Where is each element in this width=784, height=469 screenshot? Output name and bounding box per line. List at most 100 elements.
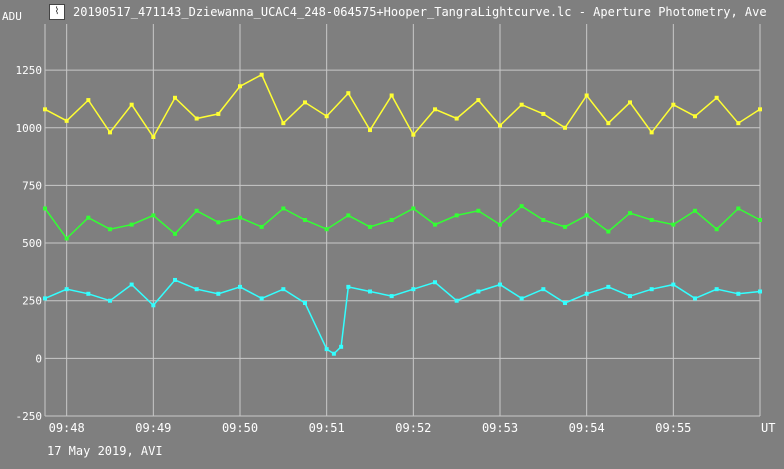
grid-lines	[44, 24, 761, 417]
data-point	[43, 206, 47, 211]
data-point	[108, 227, 112, 232]
data-point	[303, 301, 307, 306]
data-point	[151, 303, 156, 308]
data-point	[129, 282, 134, 287]
data-point	[346, 284, 351, 289]
data-point	[758, 289, 762, 294]
data-point	[389, 218, 394, 222]
data-point	[86, 98, 91, 103]
data-point	[714, 287, 719, 292]
data-point	[606, 284, 611, 289]
data-point	[476, 98, 481, 103]
data-point	[628, 294, 632, 299]
window-title-bar: ⌇ 20190517_471143_Dziewanna_UCAC4_248-06…	[0, 0, 784, 24]
data-point	[433, 280, 437, 285]
data-point	[389, 93, 394, 98]
x-tick-label: 09:49	[135, 421, 171, 435]
y-axis-label: ADU	[2, 10, 22, 23]
data-point	[606, 229, 611, 234]
data-point	[671, 102, 676, 107]
data-point	[519, 296, 524, 301]
y-tick-label: 1250	[16, 64, 43, 77]
data-point	[259, 296, 264, 301]
data-point	[281, 206, 286, 211]
data-point	[758, 218, 762, 222]
data-point	[736, 121, 741, 126]
data-point	[649, 218, 654, 222]
data-point	[389, 294, 394, 299]
data-point	[671, 282, 676, 287]
x-tick-label: 09:50	[222, 421, 258, 435]
data-point	[714, 95, 719, 100]
data-point	[216, 111, 221, 116]
y-tick-label: 250	[22, 295, 42, 308]
data-point	[563, 224, 567, 229]
data-point	[216, 291, 221, 296]
data-point	[86, 215, 91, 220]
data-point	[433, 222, 437, 227]
data-point	[736, 291, 741, 296]
data-point	[563, 125, 567, 130]
data-point	[259, 72, 264, 77]
y-tick-label: 750	[22, 179, 42, 192]
data-point	[498, 123, 502, 128]
data-point	[606, 121, 611, 126]
data-point	[194, 208, 199, 213]
data-point	[476, 208, 481, 213]
data-point	[368, 128, 372, 133]
data-point	[498, 222, 502, 227]
data-point	[649, 287, 654, 292]
data-point	[216, 220, 221, 225]
data-point	[151, 134, 156, 139]
data-point	[194, 287, 199, 292]
data-point	[129, 222, 134, 227]
data-point	[433, 107, 437, 112]
data-point	[541, 111, 546, 116]
x-tick-label: 09:55	[655, 421, 691, 435]
data-point	[194, 116, 199, 121]
data-point	[346, 213, 351, 218]
data-point	[238, 215, 242, 220]
data-point	[563, 301, 567, 306]
series-line	[44, 205, 761, 240]
data-point	[454, 298, 459, 303]
data-point	[519, 204, 524, 209]
x-tick-label: 09:54	[569, 421, 605, 435]
series-line	[44, 279, 761, 355]
data-point	[758, 107, 762, 112]
data-point	[649, 130, 654, 135]
data-point	[628, 211, 632, 216]
data-point	[173, 231, 177, 236]
y-tick-label: 0	[35, 352, 42, 365]
data-point	[519, 102, 524, 107]
series-line	[44, 73, 761, 139]
data-point	[714, 227, 719, 232]
data-point	[368, 224, 372, 229]
series-group	[43, 72, 762, 356]
data-point	[368, 289, 372, 294]
data-point	[238, 84, 242, 89]
data-point	[693, 114, 697, 119]
data-point	[584, 213, 589, 218]
x-tick-label: 09:48	[49, 421, 85, 435]
lightcurve-app-icon: ⌇	[49, 4, 65, 20]
data-point	[541, 287, 546, 292]
y-tick-labels: -250 0 250 500 750 1000 1250	[16, 64, 43, 423]
data-point	[173, 95, 177, 100]
data-point	[43, 296, 47, 301]
data-point	[86, 291, 91, 296]
data-point	[64, 287, 69, 292]
x-tick-label: 09:53	[482, 421, 518, 435]
data-point	[628, 100, 632, 105]
data-point	[339, 344, 344, 349]
x-tick-labels: 09:48 09:49 09:50 09:51 09:52 09:53 09:54 09:55	[49, 421, 692, 435]
y-tick-label: 500	[22, 237, 42, 250]
data-point	[346, 91, 351, 96]
series-1	[43, 72, 762, 139]
data-point	[324, 347, 329, 352]
data-point	[584, 291, 589, 296]
x-axis-label: UT	[761, 421, 775, 435]
data-point	[324, 227, 329, 232]
data-point	[693, 208, 697, 213]
